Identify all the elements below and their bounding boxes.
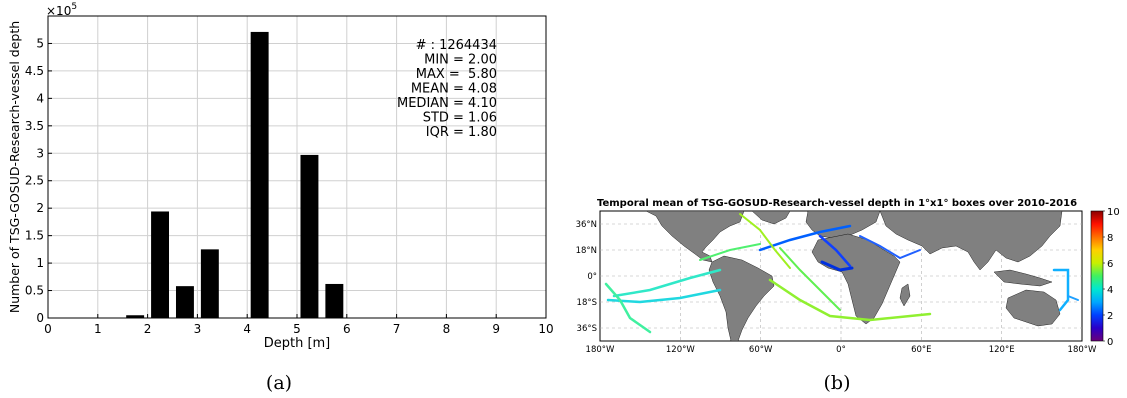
stats-line: MIN = 2.00 [424, 53, 497, 68]
panel-label-b: (b) [824, 372, 851, 394]
x-tick-label: 7 [393, 322, 401, 336]
map-title: Temporal mean of TSG-GOSUD-Research-vess… [597, 198, 1077, 209]
histogram-bars [126, 31, 344, 318]
africa [811, 233, 901, 325]
colorbar-tick-label: 10 [1107, 207, 1120, 218]
histogram-bar [126, 315, 145, 318]
x-axis-label: Depth [m] [264, 336, 331, 351]
x-tick-label: 4 [243, 322, 251, 336]
stats-line: MAX = 5.80 [416, 67, 497, 82]
y-tick-label: 4.5 [25, 64, 44, 78]
histogram-bar [250, 31, 269, 318]
panel-label-a: (a) [266, 372, 292, 394]
map-y-ticks: 36°N 18°N 0° 18°S 36°S [576, 220, 597, 334]
histogram-bar [200, 249, 219, 318]
map-x-tick-label: 120°W [666, 345, 695, 355]
x-tick-label: 0 [44, 322, 52, 336]
vessel-tracks [604, 213, 1079, 334]
asia [879, 210, 1063, 271]
stats-line: STD = 1.06 [423, 111, 497, 126]
histogram-bar [325, 283, 344, 318]
map-y-tick-label: 0° [587, 272, 597, 282]
map-x-tick-label: 0° [836, 345, 846, 355]
colorbar-tick-label: 4 [1107, 285, 1113, 296]
x-tick-label: 9 [492, 322, 500, 336]
histogram-bar [300, 154, 319, 318]
stats-line: MEDIAN = 4.10 [397, 96, 497, 111]
stats-line: MEAN = 4.08 [411, 82, 497, 97]
y-tick-label: 2 [36, 201, 44, 215]
australia [1005, 289, 1061, 327]
y-tick-label: 4 [36, 91, 44, 105]
histogram-chart: 0 1 2 3 4 5 6 7 8 9 10 0 0.5 1 1.5 2 2.5 3 3.5 4 4.5 5 Depth… [7, 2, 554, 394]
y-tick-label: 1.5 [25, 229, 44, 243]
histogram-bar [151, 211, 170, 318]
y-tick-label: 3.5 [25, 119, 44, 133]
x-tick-label: 8 [443, 322, 451, 336]
map-x-tick-label: 60°W [749, 345, 773, 355]
map-y-tick-label: 18°N [576, 246, 597, 256]
y-tick-label: 3 [36, 146, 44, 160]
colorbar-gradient [1090, 210, 1104, 342]
colorbar-tick-label: 8 [1107, 233, 1113, 244]
histogram-bar [175, 286, 194, 318]
madagascar [899, 283, 911, 307]
x-tick-label: 6 [343, 322, 351, 336]
x-tick-label: 1 [94, 322, 102, 336]
southeast-asia-islands [993, 269, 1053, 287]
colorbar: 0 2 4 6 8 10 [1090, 207, 1120, 348]
y-exponent-power: 5 [71, 2, 77, 12]
x-tick-label: 10 [538, 322, 553, 336]
greenland [751, 210, 791, 225]
map-x-tick-label: 180°W [1068, 345, 1097, 355]
x-tick-label: 3 [194, 322, 202, 336]
y-tick-label: 0 [36, 311, 44, 325]
south-america [708, 255, 775, 342]
map-y-tick-label: 18°S [577, 298, 597, 308]
colorbar-tick-label: 2 [1107, 311, 1113, 322]
map-x-tick-label: 120°E [989, 345, 1015, 355]
y-tick-label: 1 [36, 256, 44, 270]
y-exponent-base: ×10 [46, 4, 71, 18]
histogram-y-ticks: 0 0.5 1 1.5 2 2.5 3 3.5 4 4.5 5 [25, 36, 52, 325]
stats-line: IQR = 1.80 [426, 125, 497, 140]
y-tick-label: 2.5 [25, 174, 44, 188]
x-tick-label: 2 [144, 322, 152, 336]
y-tick-label: 0.5 [25, 284, 44, 298]
histogram-x-ticks: 0 1 2 3 4 5 6 7 8 9 10 [44, 314, 554, 336]
map-x-tick-label: 180°W [586, 345, 615, 355]
y-tick-label: 5 [36, 36, 44, 50]
x-tick-label: 5 [293, 322, 301, 336]
map-x-ticks: 180°W 120°W 60°W 0° 60°E 120°E 180°W [586, 345, 1097, 355]
colorbar-tick-label: 0 [1107, 337, 1113, 348]
y-exponent: ×105 [46, 2, 77, 18]
map-x-tick-label: 60°E [911, 345, 931, 355]
stats-line: # : 1264434 [416, 38, 497, 53]
map-chart: Temporal mean of TSG-GOSUD-Research-vess… [576, 198, 1120, 394]
map-y-tick-label: 36°N [576, 220, 597, 230]
map-y-tick-label: 36°S [577, 324, 597, 334]
colorbar-tick-label: 6 [1107, 259, 1113, 270]
y-axis-label: Number of TSG-GOSUD-Research-vessel dept… [7, 21, 22, 313]
